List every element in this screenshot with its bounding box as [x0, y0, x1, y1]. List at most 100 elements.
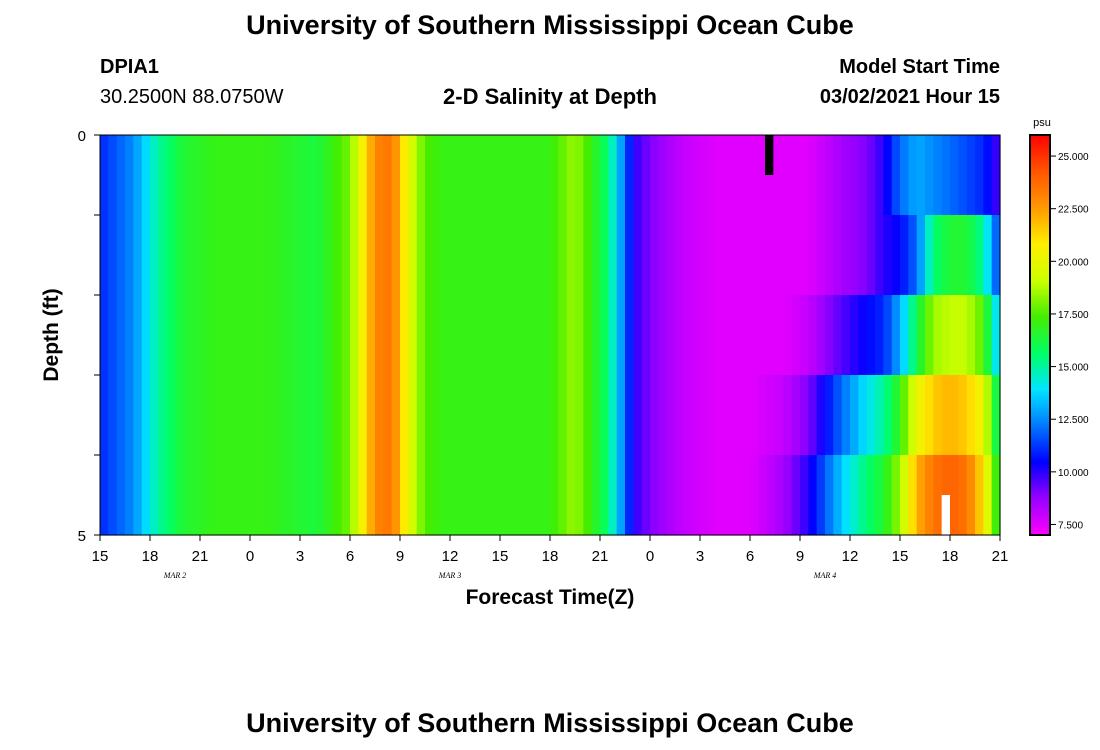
- heatmap-cell: [225, 455, 234, 536]
- heatmap-cell: [750, 295, 759, 376]
- heatmap-cell: [850, 215, 859, 296]
- heatmap-cell: [116, 215, 126, 296]
- heatmap-cell: [658, 215, 668, 296]
- heatmap-cell: [841, 215, 851, 296]
- heatmap-cell: [641, 375, 651, 456]
- heatmap-cell: [625, 375, 634, 456]
- heatmap-cell: [266, 135, 276, 216]
- heatmap-cell: [308, 215, 318, 296]
- heatmap-cell: [491, 455, 501, 536]
- heatmap-cell: [183, 215, 193, 296]
- heatmap-cell: [508, 135, 518, 216]
- heatmap-cell: [591, 215, 601, 296]
- heatmap-cell: [858, 215, 868, 296]
- heatmap-cell: [658, 455, 668, 536]
- heatmap-cell: [616, 455, 626, 536]
- heatmap-cell: [683, 295, 693, 376]
- heatmap-cell: [441, 375, 451, 456]
- heatmap-cell: [200, 455, 209, 536]
- heatmap-cell: [675, 215, 684, 296]
- heatmap-cell: [600, 215, 609, 296]
- heatmap-cell: [316, 375, 326, 456]
- heatmap-cell: [716, 455, 726, 536]
- x-tick-label: 21: [992, 548, 1009, 565]
- heatmap-cell: [783, 295, 793, 376]
- heatmap-cell: [283, 455, 293, 536]
- heatmap-cell: [766, 295, 776, 376]
- heatmap-cell: [358, 215, 368, 296]
- x-tick-label: 18: [142, 548, 159, 565]
- heatmap-cell: [591, 455, 601, 536]
- heatmap-cell: [891, 295, 901, 376]
- heatmap-cell: [225, 135, 234, 216]
- heatmap-cell: [133, 295, 143, 376]
- heatmap-cell: [416, 135, 426, 216]
- heatmap-cell: [375, 295, 384, 376]
- colorbar-tick-label: 22.500: [1058, 205, 1089, 216]
- heatmap-cell: [825, 375, 834, 456]
- heatmap-cell: [891, 135, 901, 216]
- colorbar-ticks: 7.500 10.000 12.500 15.000 17.500 20.000 22.50…: [1050, 152, 1089, 531]
- heatmap-cell: [533, 455, 543, 536]
- heatmap-cell: [583, 375, 593, 456]
- date-labels: MAR 2 MAR 3 MAR 4: [163, 571, 836, 580]
- heatmap-cell: [383, 215, 393, 296]
- heatmap-cell: [825, 295, 834, 376]
- colorbar-tick-label: 10.000: [1058, 468, 1089, 479]
- heatmap-cell: [625, 295, 634, 376]
- heatmap-cell: [483, 215, 493, 296]
- station-coords: 30.2500N 88.0750W: [100, 86, 284, 108]
- model-start-value: 03/02/2021 Hour 15: [819, 86, 1000, 108]
- y-axis-label: Depth (ft): [40, 288, 63, 381]
- heatmap-cell: [208, 215, 218, 296]
- heatmap-cell: [175, 295, 184, 376]
- missing-data-cell: [941, 495, 950, 535]
- heatmap-cell: [525, 295, 534, 376]
- heatmap-cell: [941, 375, 951, 456]
- heatmap-cell: [566, 215, 576, 296]
- heatmap-cell: [383, 135, 393, 216]
- heatmap-cell: [641, 135, 651, 216]
- heatmap-cell: [583, 135, 593, 216]
- x-tick-label: 6: [346, 548, 354, 565]
- heatmap-cell: [408, 295, 418, 376]
- heatmap-cell: [658, 135, 668, 216]
- heatmap-cell: [600, 455, 609, 536]
- heatmap-cell: [383, 455, 393, 536]
- heatmap-cell: [700, 215, 709, 296]
- colorbar-tick-label: 17.500: [1058, 310, 1089, 321]
- heatmap-cell: [725, 295, 734, 376]
- heatmap-cell: [750, 455, 759, 536]
- heatmap-cell: [516, 295, 526, 376]
- heatmap-cell: [866, 135, 876, 216]
- missing-cells: [765, 135, 950, 535]
- heatmap-cell: [541, 375, 551, 456]
- x-axis-ticks: 15 18 21 0 3 6 9 12 15 18 21 0 3 6 9 12 15 18 21: [92, 535, 1009, 565]
- heatmap-cell: [375, 135, 384, 216]
- heatmap-cell: [866, 215, 876, 296]
- heatmap-cell: [758, 375, 768, 456]
- heatmap-cell: [925, 455, 934, 536]
- heatmap-cell: [925, 135, 934, 216]
- heatmap-cell: [533, 295, 543, 376]
- colorbar-tick-label: 7.500: [1058, 520, 1083, 531]
- heatmap-cell: [191, 295, 201, 376]
- heatmap-cell: [875, 295, 884, 376]
- heatmap-cell: [550, 215, 559, 296]
- heatmap-cell: [608, 375, 618, 456]
- heatmap-cell: [666, 455, 676, 536]
- x-tick-label: 15: [92, 548, 109, 565]
- heatmap-cell: [650, 135, 659, 216]
- heatmap-cell: [866, 375, 876, 456]
- heatmap-cell: [166, 215, 176, 296]
- heatmap-cell: [300, 455, 309, 536]
- heatmap-cell: [133, 215, 143, 296]
- heatmap-cell: [175, 375, 184, 456]
- heatmap-cell: [525, 215, 534, 296]
- heatmap-cell: [900, 135, 909, 216]
- heatmap-cell: [991, 455, 1001, 536]
- heatmap-cell: [441, 135, 451, 216]
- heatmap-cell: [116, 295, 126, 376]
- heatmap-cell: [283, 215, 293, 296]
- heatmap-cell: [266, 455, 276, 536]
